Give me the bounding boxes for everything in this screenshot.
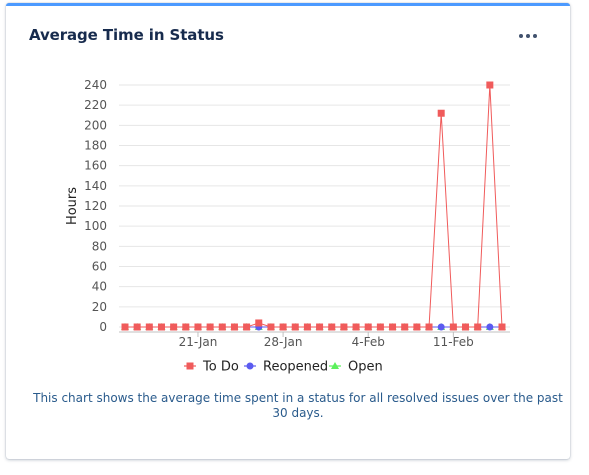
gadget-title: Average Time in Status: [29, 26, 224, 44]
data-point: [121, 323, 129, 331]
data-point: [331, 362, 339, 369]
data-point: [157, 323, 165, 331]
dot: [526, 34, 530, 38]
data-point: [364, 323, 372, 331]
data-point: [437, 109, 445, 117]
more-options-icon[interactable]: [516, 26, 540, 46]
x-tick-label: 4-Feb: [352, 335, 385, 349]
data-point: [133, 323, 141, 331]
data-point: [425, 323, 433, 331]
data-point: [303, 323, 311, 331]
data-point: [389, 323, 397, 331]
legend-label: Reopened: [263, 360, 328, 375]
data-point: [401, 323, 409, 331]
legend-label: Open: [348, 360, 383, 375]
data-point: [352, 323, 360, 331]
y-tick-label: 60: [92, 260, 107, 274]
data-point: [145, 323, 153, 331]
data-point: [194, 323, 202, 331]
data-point: [498, 323, 506, 331]
data-point: [376, 323, 384, 331]
y-tick-label: 160: [84, 159, 107, 173]
y-tick-label: 80: [92, 239, 107, 253]
x-tick-label: 11-Feb: [433, 335, 474, 349]
data-point: [486, 323, 494, 331]
y-tick-label: 140: [84, 179, 107, 193]
x-tick-label: 28-Jan: [264, 335, 303, 349]
x-tick-label: 21-Jan: [179, 335, 218, 349]
y-tick-label: 100: [84, 219, 107, 233]
data-point: [474, 323, 482, 331]
data-point: [340, 323, 348, 331]
data-point: [316, 323, 324, 331]
data-point: [291, 323, 299, 331]
data-point: [243, 323, 251, 331]
legend-label: To Do: [202, 360, 239, 375]
data-point: [437, 323, 445, 331]
data-point: [230, 323, 238, 331]
y-tick-label: 120: [84, 199, 107, 213]
y-tick-label: 180: [84, 139, 107, 153]
data-point: [182, 323, 190, 331]
data-point: [206, 323, 214, 331]
data-point: [170, 323, 178, 331]
data-point: [449, 323, 457, 331]
y-axis-label: Hours: [65, 187, 80, 225]
y-tick-label: 240: [84, 78, 107, 92]
y-tick-label: 0: [99, 320, 107, 334]
dot: [519, 34, 523, 38]
dot: [533, 34, 537, 38]
y-tick-label: 40: [92, 280, 107, 294]
data-point: [255, 319, 263, 327]
data-point: [328, 323, 336, 331]
gadget-card: Average Time in Status This chart shows …: [6, 3, 570, 459]
data-point: [218, 323, 226, 331]
chart-description: This chart shows the average time spent …: [33, 391, 563, 420]
data-point: [186, 362, 194, 370]
y-tick-label: 220: [84, 98, 107, 112]
data-point: [246, 362, 254, 370]
data-point: [413, 323, 421, 331]
y-tick-label: 20: [92, 300, 107, 314]
data-point: [267, 323, 275, 331]
data-point: [279, 323, 287, 331]
data-point: [462, 323, 470, 331]
y-tick-label: 200: [84, 118, 107, 132]
data-point: [486, 81, 494, 89]
